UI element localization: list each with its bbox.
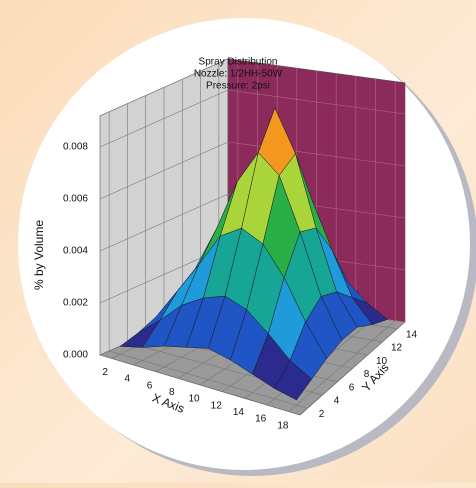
y-tick-label: 2 [319, 409, 325, 420]
y-tick-label: 12 [391, 343, 403, 354]
y-tick-label: 8 [364, 369, 370, 380]
z-tick-label: 0.000 [63, 350, 88, 361]
x-tick-label: 10 [188, 394, 200, 405]
x-tick-label: 2 [102, 367, 108, 378]
x-tick-label: 6 [147, 380, 153, 391]
x-tick-label: 12 [211, 400, 223, 411]
z-tick-label: 0.004 [63, 246, 88, 257]
chart-subtitle: Pressure: 2psi [206, 81, 270, 92]
x-tick-label: 4 [125, 374, 131, 385]
y-tick-label: 4 [334, 396, 340, 407]
y-tick-label: 6 [349, 382, 355, 393]
z-tick-label: 0.008 [63, 142, 88, 153]
z-axis-label: % by Volume [32, 220, 46, 290]
x-tick-label: 16 [255, 414, 267, 425]
grid-line [109, 350, 308, 409]
y-tick-label: 14 [406, 329, 418, 340]
x-tick-label: 18 [277, 420, 289, 431]
y-tick-label: 10 [376, 356, 388, 367]
x-tick-label: 8 [169, 387, 175, 398]
surface-cell [274, 360, 312, 401]
x-tick-label: 14 [233, 407, 245, 418]
z-tick-label: 0.002 [63, 298, 88, 309]
chart-subtitle: Nozzle: 1/2HH-50W [194, 69, 283, 80]
z-tick-label: 0.006 [63, 194, 88, 205]
chart-title: Spray Distribution [199, 57, 278, 68]
